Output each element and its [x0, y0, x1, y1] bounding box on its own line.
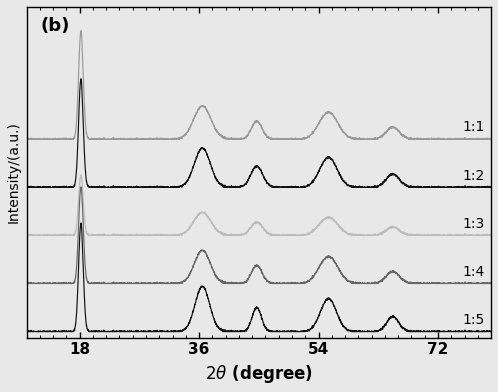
Text: 1:3: 1:3 — [462, 217, 485, 230]
Text: 1:1: 1:1 — [462, 120, 485, 134]
Text: 1:2: 1:2 — [462, 169, 485, 183]
Text: (b): (b) — [40, 17, 70, 35]
Y-axis label: Intensity/(a.u.): Intensity/(a.u.) — [7, 122, 21, 223]
Text: 1:5: 1:5 — [462, 313, 485, 327]
X-axis label: $2\theta$ (degree): $2\theta$ (degree) — [205, 363, 313, 385]
Text: 1:4: 1:4 — [462, 265, 485, 279]
